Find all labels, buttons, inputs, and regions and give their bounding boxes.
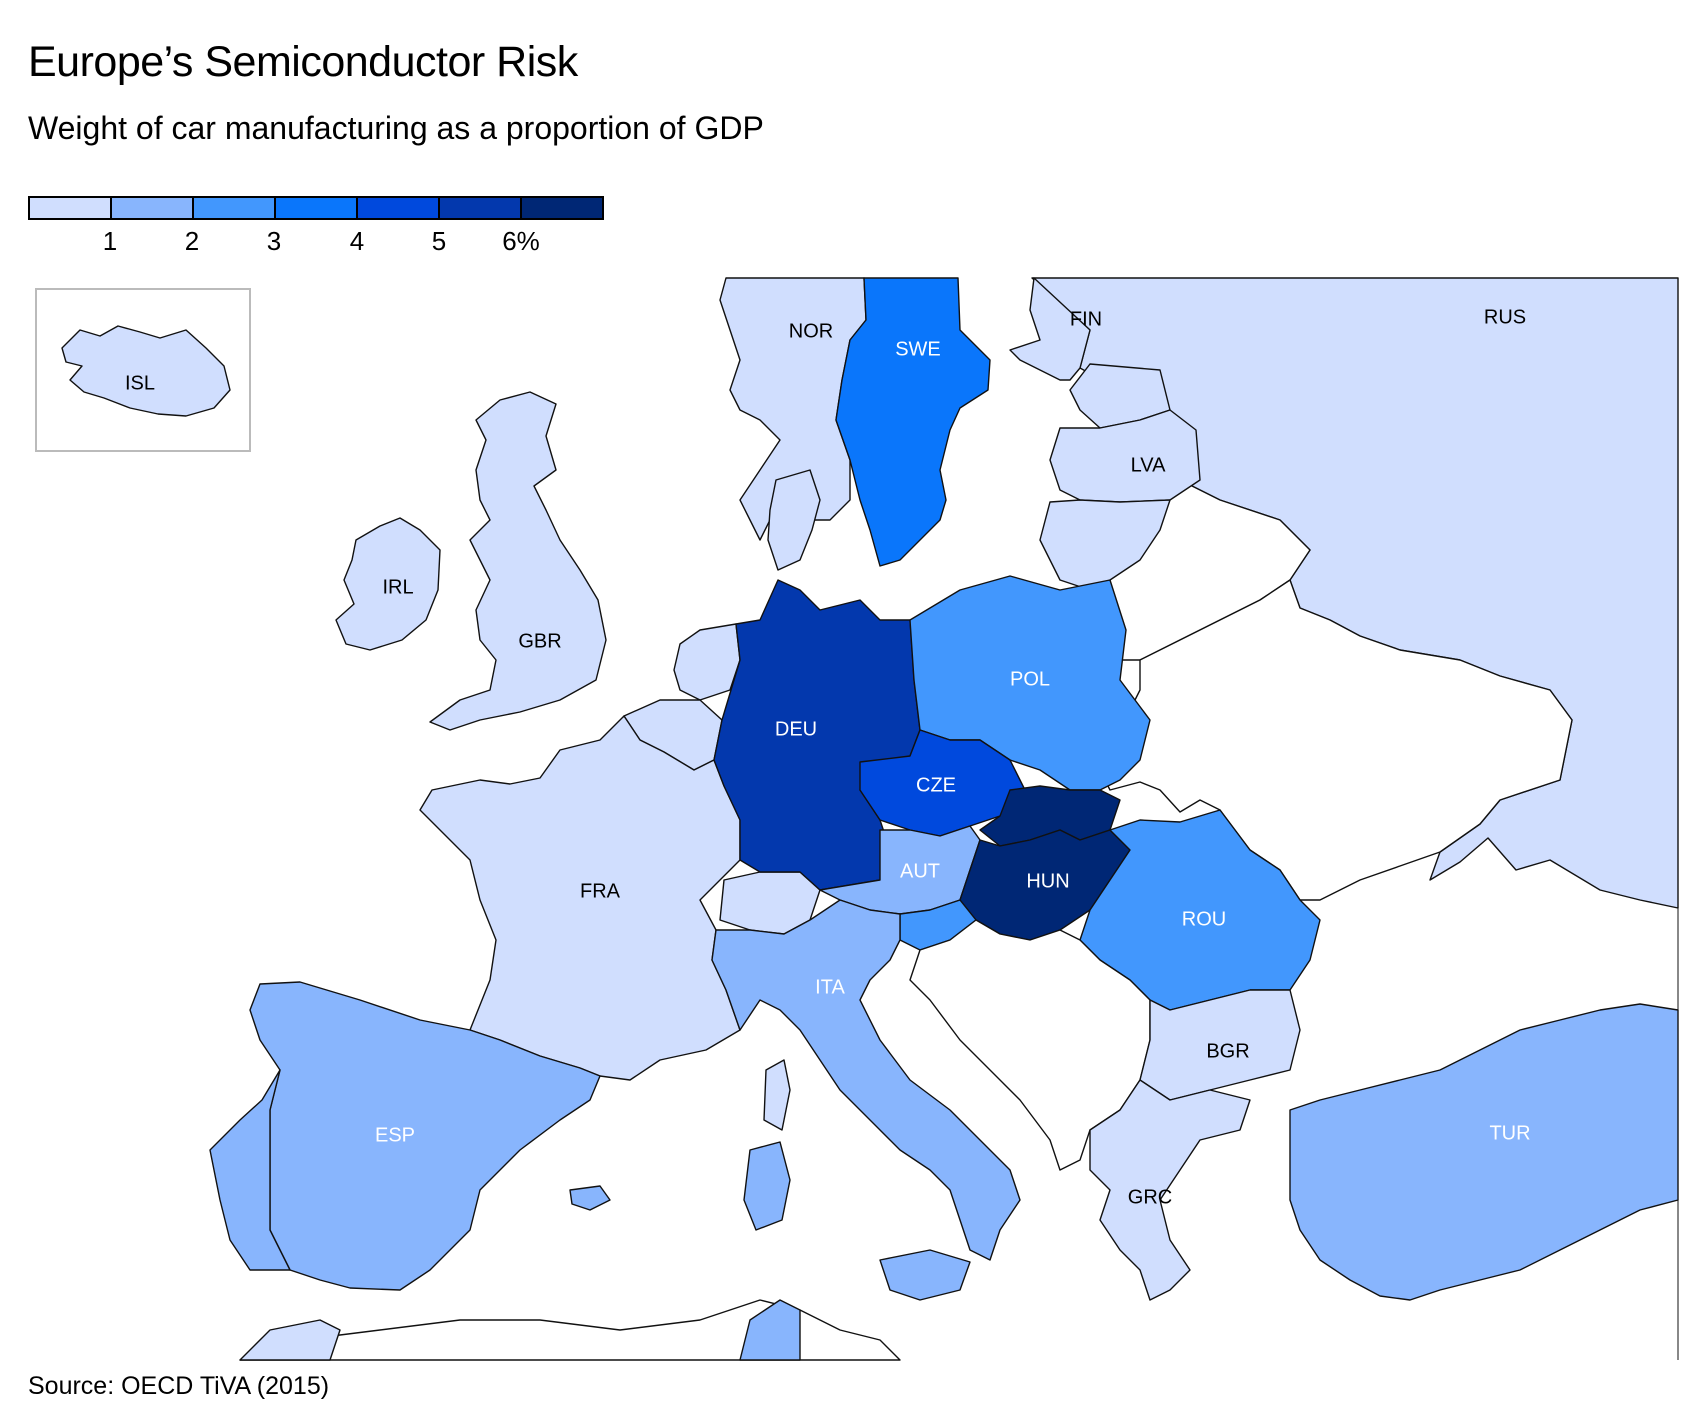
label-fin: FIN — [1070, 308, 1102, 330]
label-lva: LVA — [1131, 454, 1166, 476]
legend-tick-6: 6% — [502, 226, 540, 256]
label-fra: FRA — [580, 880, 621, 902]
country-tun[interactable] — [739, 1299, 801, 1361]
legend-tick-3: 3 — [266, 226, 282, 256]
country-isl[interactable] — [61, 325, 231, 417]
label-rus: RUS — [1484, 306, 1526, 328]
label-deu: DEU — [775, 718, 817, 740]
label-hun: HUN — [1026, 870, 1069, 892]
legend-bin-5 — [358, 198, 440, 218]
color-legend: 1 2 3 4 5 6% — [28, 196, 604, 256]
legend-tick-2: 2 — [184, 226, 200, 256]
label-irl: IRL — [382, 576, 413, 598]
label-cze: CZE — [916, 774, 956, 796]
source-note: Source: OECD TiVA (2015) — [28, 1372, 330, 1400]
label-grc: GRC — [1128, 1186, 1172, 1208]
country-ltu[interactable] — [1039, 499, 1171, 591]
label-esp: ESP — [375, 1124, 415, 1146]
label-aut: AUT — [900, 860, 940, 882]
legend-bin-7 — [522, 198, 602, 218]
country-gbr[interactable] — [429, 391, 607, 731]
label-gbr: GBR — [518, 630, 561, 652]
country-ukr[interactable] — [1099, 579, 1573, 901]
country-prt[interactable] — [209, 1069, 291, 1271]
country-ita-sicily[interactable] — [879, 1249, 971, 1301]
chart-subtitle: Weight of car manufacturing as a proport… — [28, 110, 764, 146]
legend-tick-1: 1 — [102, 226, 118, 256]
country-mar[interactable] — [239, 1319, 341, 1361]
legend-tick-4: 4 — [349, 226, 365, 256]
legend-bin-2 — [112, 198, 194, 218]
label-nor: NOR — [789, 320, 833, 342]
label-ita: ITA — [815, 976, 845, 998]
label-pol: POL — [1010, 668, 1050, 690]
country-nld[interactable] — [673, 623, 741, 701]
legend-bin-6 — [440, 198, 522, 218]
country-esp-balearic[interactable] — [569, 1185, 611, 1211]
legend-bar — [28, 196, 604, 220]
country-dnk[interactable] — [767, 469, 821, 571]
country-fra-corsica[interactable] — [763, 1059, 791, 1131]
country-grc[interactable] — [1089, 1079, 1251, 1301]
country-lva[interactable] — [1049, 409, 1201, 503]
legend-bin-1 — [30, 198, 112, 218]
country-swe[interactable] — [835, 277, 991, 567]
label-bgr: BGR — [1206, 1040, 1249, 1062]
label-swe: SWE — [895, 338, 941, 360]
chart-title: Europe’s Semiconductor Risk — [28, 38, 578, 86]
north-africa[interactable] — [239, 1299, 901, 1361]
label-rou: ROU — [1182, 908, 1226, 930]
country-fin[interactable] — [1009, 277, 1091, 381]
country-ita-sardinia[interactable] — [743, 1141, 791, 1231]
country-ita[interactable] — [711, 899, 1021, 1261]
legend-bin-4 — [276, 198, 358, 218]
legend-tick-5: 5 — [431, 226, 447, 256]
label-isl: ISL — [125, 372, 155, 394]
label-tur: TUR — [1489, 1122, 1530, 1144]
legend-bin-3 — [194, 198, 276, 218]
country-irl[interactable] — [335, 517, 441, 651]
country-tur[interactable] — [1289, 1003, 1679, 1301]
